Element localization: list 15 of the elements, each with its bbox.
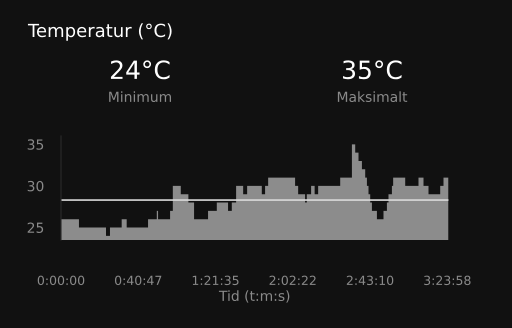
text: Maksimalt <box>338 91 408 102</box>
x-tick-label: 0:40:47 <box>114 276 162 286</box>
text: 35°C <box>343 60 402 80</box>
x-tick-label: 2:43:10 <box>346 276 394 286</box>
x-tick-label: 0:00:00 <box>38 276 84 286</box>
y-tick-label: 25 <box>28 222 44 233</box>
text: Minimum <box>109 91 172 102</box>
y-tick-label: 30 <box>28 180 44 192</box>
chart-title: Temperatur (°C) <box>28 23 172 41</box>
y-tick-label: 35 <box>28 139 44 150</box>
x-tick-label: 3:23:58 <box>424 276 471 286</box>
x-tick-label: 1:21:35 <box>192 276 239 286</box>
x-tick-label: 2:02:22 <box>270 276 316 286</box>
text: 24°C <box>110 60 170 80</box>
x-axis-title: Tid (t:m:s) <box>218 290 290 303</box>
